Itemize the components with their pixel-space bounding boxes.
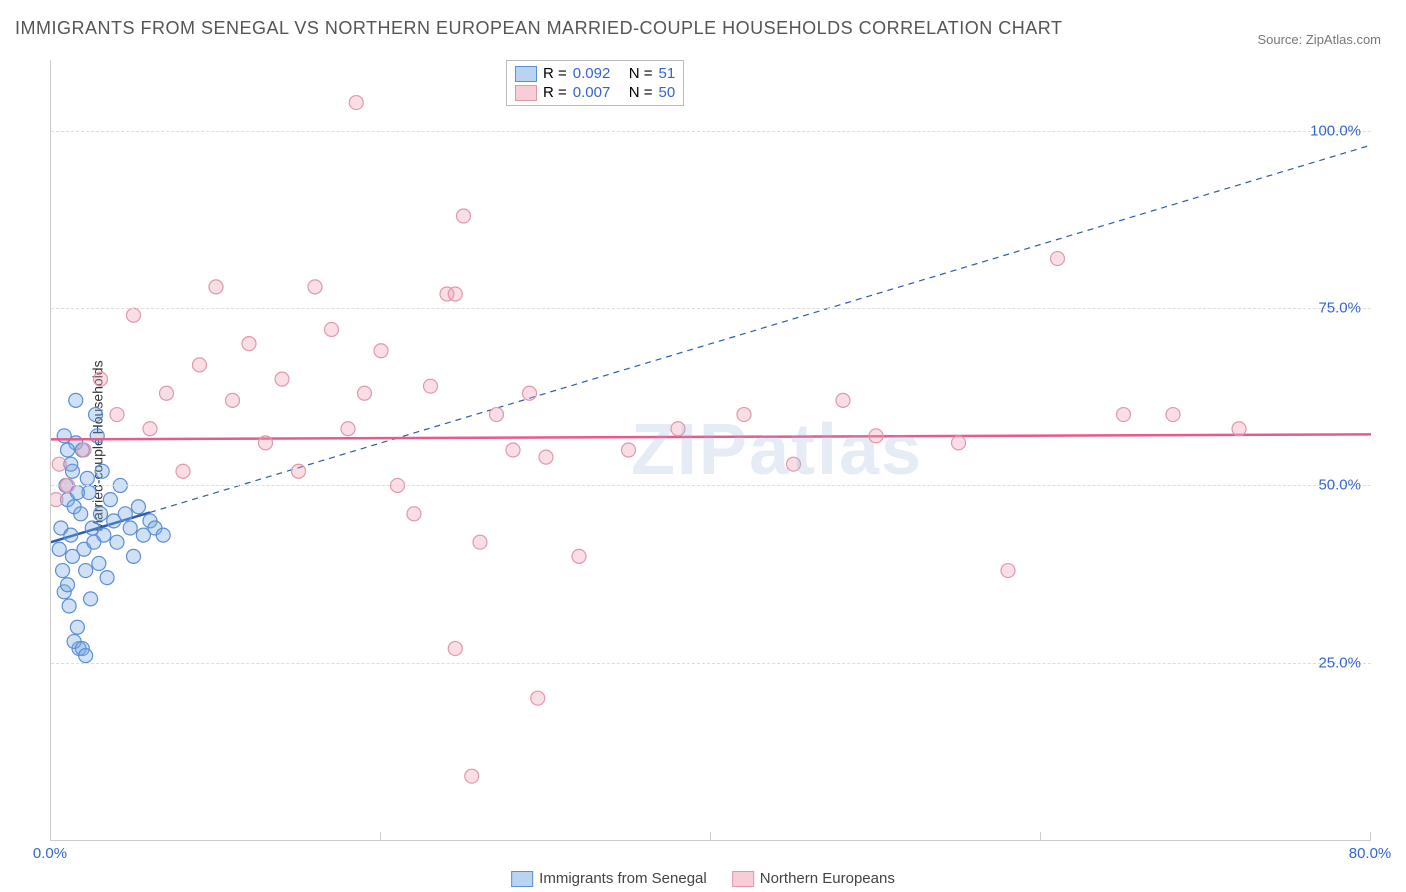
legend-label-1: Immigrants from Senegal: [539, 870, 707, 887]
n-label: N =: [629, 65, 653, 82]
n-value-1: 51: [659, 65, 676, 82]
x-tick-label: 0.0%: [33, 845, 67, 862]
r-value-1: 0.092: [573, 65, 623, 82]
chart-area: ZIPatlas 25.0%50.0%75.0%100.0% R = 0.092…: [50, 60, 1371, 841]
y-tick-label: 50.0%: [1318, 477, 1361, 494]
x-tick-mark: [1370, 832, 1371, 840]
r-label: R =: [543, 65, 567, 82]
swatch-northern-european: [515, 85, 537, 101]
gridline: [51, 663, 1371, 664]
legend-row-1: R = 0.092 N = 51: [515, 64, 675, 83]
y-tick-label: 25.0%: [1318, 654, 1361, 671]
swatch-northern-european-icon: [732, 871, 754, 887]
r-label: R =: [543, 84, 567, 101]
legend-row-2: R = 0.007 N = 50: [515, 83, 675, 102]
x-tick-mark: [380, 832, 381, 840]
source-label: Source: ZipAtlas.com: [1257, 32, 1381, 47]
chart-title: IMMIGRANTS FROM SENEGAL VS NORTHERN EURO…: [15, 18, 1062, 39]
n-value-2: 50: [659, 84, 676, 101]
x-tick-mark: [50, 832, 51, 840]
legend-item-northern-european: Northern Europeans: [732, 870, 895, 887]
r-value-2: 0.007: [573, 84, 623, 101]
x-tick-mark: [1040, 832, 1041, 840]
legend-label-2: Northern Europeans: [760, 870, 895, 887]
n-label: N =: [629, 84, 653, 101]
swatch-senegal: [515, 66, 537, 82]
gridline: [51, 131, 1371, 132]
legend-item-senegal: Immigrants from Senegal: [511, 870, 707, 887]
x-tick-label: 80.0%: [1349, 845, 1392, 862]
y-tick-label: 100.0%: [1310, 122, 1361, 139]
scatter-plot: [51, 60, 1371, 840]
swatch-senegal-icon: [511, 871, 533, 887]
gridline: [51, 485, 1371, 486]
gridline: [51, 308, 1371, 309]
x-tick-mark: [710, 832, 711, 840]
legend-bottom: Immigrants from Senegal Northern Europea…: [511, 870, 895, 887]
y-tick-label: 75.0%: [1318, 300, 1361, 317]
legend-top: R = 0.092 N = 51 R = 0.007 N = 50: [506, 60, 684, 106]
